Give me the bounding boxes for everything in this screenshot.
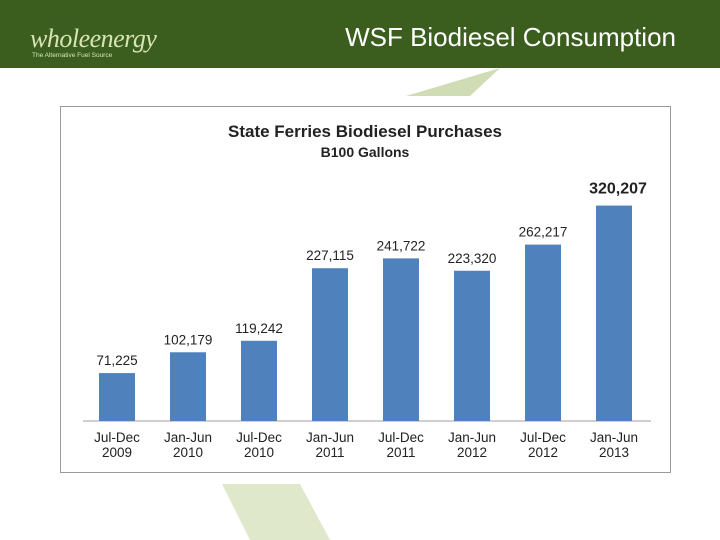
data-label-6: 262,217 (519, 225, 568, 240)
logo-tagline: The Alternative Fuel Source (32, 52, 113, 59)
category-label-3-0: Jan-Jun (306, 430, 354, 445)
category-label-2-0: Jul-Dec (236, 430, 282, 445)
category-label-1-0: Jan-Jun (164, 430, 212, 445)
category-label-2-1: 2010 (244, 445, 274, 460)
chart-title: State Ferries Biodiesel Purchases (228, 122, 502, 141)
bar-series: 71,225Jul-Dec2009102,179Jan-Jun2010119,2… (94, 181, 647, 460)
data-label-1: 102,179 (164, 332, 213, 347)
category-label-0-1: 2009 (102, 445, 132, 460)
bar-3 (312, 268, 348, 421)
logo-wordmark: wholeenergy (30, 24, 157, 53)
slide-title: WSF Biodiesel Consumption (345, 22, 676, 52)
bar-6 (525, 244, 561, 421)
category-label-5-0: Jan-Jun (448, 430, 496, 445)
category-label-7-1: 2013 (599, 445, 629, 460)
whole-energy-logo: wholeenergy The Alternative Fuel Source (12, 8, 157, 59)
data-label-2: 119,242 (235, 321, 283, 336)
data-label-7: 320,207 (589, 181, 647, 198)
bar-7 (596, 205, 632, 421)
bar-1 (170, 352, 206, 421)
bar-2 (241, 340, 277, 421)
bar-chart: State Ferries Biodiesel Purchases B100 G… (83, 122, 651, 460)
bar-0 (99, 373, 135, 421)
bar-4 (383, 258, 419, 421)
bar-5 (454, 270, 490, 421)
category-label-3-1: 2011 (315, 445, 344, 460)
slide-header: wholeenergy The Alternative Fuel Source … (0, 0, 720, 68)
category-label-6-1: 2012 (528, 445, 558, 460)
category-label-7-0: Jan-Jun (590, 430, 638, 445)
category-label-5-1: 2012 (457, 445, 487, 460)
category-label-4-0: Jul-Dec (378, 430, 424, 445)
data-label-5: 223,320 (448, 251, 497, 266)
category-label-4-1: 2011 (386, 445, 415, 460)
chart-subtitle: B100 Gallons (321, 144, 410, 160)
data-label-4: 241,722 (377, 238, 426, 253)
category-label-0-0: Jul-Dec (94, 430, 140, 445)
category-label-6-0: Jul-Dec (520, 430, 566, 445)
category-label-1-1: 2010 (173, 445, 203, 460)
data-label-0: 71,225 (96, 353, 137, 368)
chart-frame: State Ferries Biodiesel Purchases B100 G… (60, 106, 671, 473)
data-label-3: 227,115 (306, 248, 354, 263)
